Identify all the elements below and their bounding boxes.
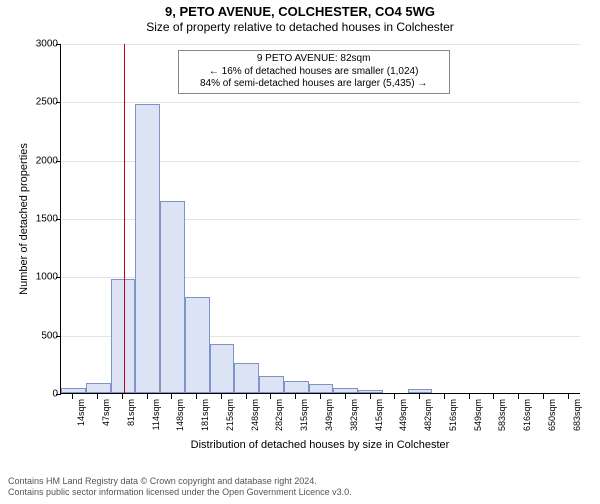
x-tick-mark [518, 394, 519, 399]
x-tick-mark [72, 394, 73, 399]
x-tick-mark [196, 394, 197, 399]
x-tick-label: 47sqm [101, 399, 111, 426]
x-tick-mark [419, 394, 420, 399]
x-tick-mark [97, 394, 98, 399]
x-tick-mark [493, 394, 494, 399]
page-title: 9, PETO AVENUE, COLCHESTER, CO4 5WG [0, 4, 600, 19]
x-tick-mark [320, 394, 321, 399]
y-tick-label: 2500 [18, 97, 58, 108]
x-tick-label: 449sqm [398, 399, 408, 431]
subtitle: Size of property relative to detached ho… [0, 20, 600, 34]
bar [61, 388, 86, 393]
bar [358, 390, 383, 393]
bar [309, 384, 334, 393]
footer-line-2: Contains public sector information licen… [8, 487, 352, 498]
x-tick-label: 616sqm [522, 399, 532, 431]
info-box: 9 PETO AVENUE: 82sqm← 16% of detached ho… [178, 50, 450, 94]
x-tick-label: 516sqm [448, 399, 458, 431]
info-box-line: 9 PETO AVENUE: 82sqm [185, 53, 443, 66]
x-tick-mark [394, 394, 395, 399]
x-tick-label: 114sqm [151, 399, 161, 430]
x-tick-mark [568, 394, 569, 399]
x-tick-mark [147, 394, 148, 399]
plot-area: 9 PETO AVENUE: 82sqm← 16% of detached ho… [60, 44, 580, 394]
bar [408, 389, 433, 393]
y-tick-label: 1500 [18, 214, 58, 225]
x-tick-mark [444, 394, 445, 399]
x-tick-mark [295, 394, 296, 399]
x-tick-label: 181sqm [200, 399, 210, 431]
x-tick-label: 148sqm [175, 399, 185, 431]
x-tick-mark [370, 394, 371, 399]
y-tick-label: 2000 [18, 155, 58, 166]
bar [284, 381, 309, 393]
info-box-line: ← 16% of detached houses are smaller (1,… [185, 66, 443, 79]
x-tick-mark [469, 394, 470, 399]
info-box-line: 84% of semi-detached houses are larger (… [185, 78, 443, 91]
x-tick-label: 349sqm [324, 399, 334, 431]
x-tick-mark [246, 394, 247, 399]
x-tick-mark [221, 394, 222, 399]
x-tick-label: 583sqm [497, 399, 507, 431]
y-tick-label: 500 [18, 330, 58, 341]
x-tick-label: 549sqm [473, 399, 483, 431]
footer: Contains HM Land Registry data © Crown c… [8, 476, 352, 499]
x-tick-label: 215sqm [225, 399, 235, 431]
bar [234, 363, 259, 393]
bar [259, 376, 284, 393]
x-tick-mark [345, 394, 346, 399]
marker-line [124, 44, 125, 393]
chart-container: Number of detached properties 9 PETO AVE… [10, 44, 590, 444]
x-tick-label: 683sqm [572, 399, 582, 431]
x-tick-label: 415sqm [374, 399, 384, 431]
x-tick-mark [171, 394, 172, 399]
bar [185, 297, 210, 393]
bar [135, 104, 160, 393]
bar [333, 388, 358, 393]
x-tick-label: 482sqm [423, 399, 433, 431]
grid-line [61, 44, 580, 45]
x-tick-label: 248sqm [250, 399, 260, 431]
y-tick-label: 3000 [18, 39, 58, 50]
y-tick-label: 0 [18, 389, 58, 400]
bar [86, 383, 111, 393]
x-axis-title: Distribution of detached houses by size … [60, 439, 580, 451]
x-tick-mark [122, 394, 123, 399]
bar [210, 344, 235, 393]
x-tick-label: 282sqm [274, 399, 284, 431]
x-tick-mark [543, 394, 544, 399]
x-tick-label: 14sqm [76, 399, 86, 426]
x-tick-label: 315sqm [299, 399, 309, 431]
footer-line-1: Contains HM Land Registry data © Crown c… [8, 476, 352, 487]
bar [160, 201, 185, 394]
x-tick-label: 382sqm [349, 399, 359, 431]
y-tick-label: 1000 [18, 272, 58, 283]
x-tick-mark [270, 394, 271, 399]
x-tick-label: 650sqm [547, 399, 557, 431]
x-tick-label: 81sqm [126, 399, 136, 426]
